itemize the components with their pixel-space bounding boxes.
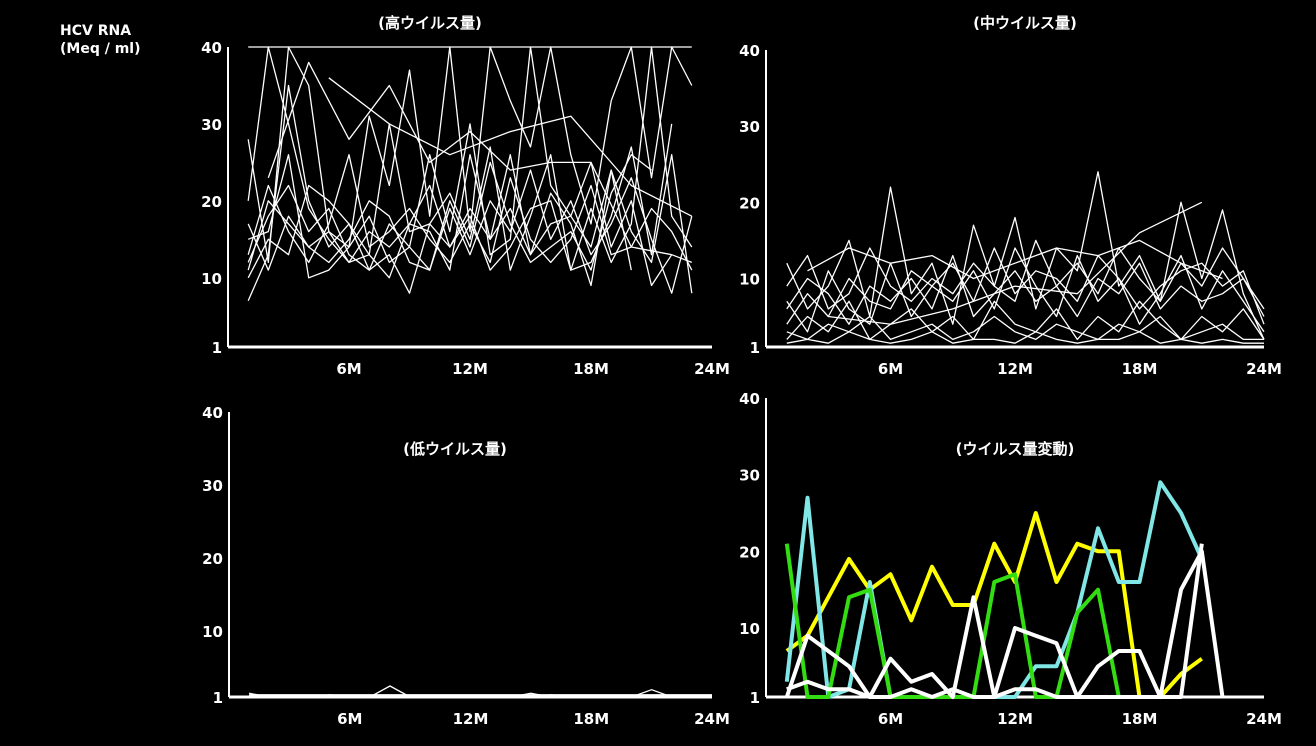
series-line-9 [807,239,1223,280]
y-tick-label: 1 [750,339,760,357]
x-tick-label: 12M [997,360,1033,378]
series-line-1 [247,46,693,264]
series-line-11 [328,77,693,217]
x-tick-label: 24M [1246,360,1282,378]
x-tick-label: 6M [878,710,903,728]
series-line-1 [786,171,1265,340]
chart-title: (低ウイルス量) [403,440,507,458]
chart-title: (高ウイルス量) [378,14,482,32]
y-axis-label: HCV RNA (Meq / ml) [60,22,141,58]
x-tick-label: 12M [997,710,1033,728]
y-tick-label: 40 [202,404,223,422]
series-line-5 [247,169,693,294]
y-tick-label: 30 [739,118,760,136]
series-line-12 [267,61,672,256]
series-line-5 [786,543,1204,699]
x-tick-label: 12M [452,360,488,378]
y-tick-label: 20 [739,194,760,212]
series-line-3 [247,46,693,271]
x-tick-label: 18M [573,710,609,728]
x-tick-label: 18M [1122,710,1158,728]
y-tick-label: 40 [201,39,222,57]
series-line-7 [786,254,1265,325]
x-tick-label: 24M [694,360,730,378]
chart-title: (ウイルス量変動) [956,440,1075,458]
x-tick-label: 18M [573,360,609,378]
y-tick-label: 20 [202,550,223,568]
series-line-8 [786,331,1264,344]
chart-title: (中ウイルス量) [973,14,1077,32]
y-tick-label: 10 [201,270,222,288]
y-tick-label: 10 [202,623,223,641]
y-tick-label: 40 [739,390,760,408]
series-line-6 [786,315,1264,341]
series-line-9 [247,154,632,271]
y-tick-label: 1 [212,339,222,357]
series-line-2 [786,247,1265,325]
y-tick-label: 20 [201,193,222,211]
y-tick-label: 30 [739,467,760,485]
y-tick-label: 10 [739,270,760,288]
series-line-10 [828,201,1203,325]
series-line-4 [247,154,693,294]
x-tick-label: 18M [1122,360,1158,378]
series-line-2 [247,46,693,287]
y-tick-label: 30 [201,116,222,134]
series-line-4 [786,300,1265,341]
y-tick-label: 1 [213,689,223,707]
y-tick-label: 30 [202,477,223,495]
y-tick-label: 40 [739,42,760,60]
series-line-5 [786,239,1265,317]
y-tick-label: 20 [739,543,760,561]
series-line-8 [247,154,652,279]
series-line-7 [247,84,673,302]
y-tick-label: 10 [739,620,760,638]
y-axis-label-line1: HCV RNA [60,23,132,39]
x-tick-label: 6M [336,360,361,378]
x-tick-label: 24M [1246,710,1282,728]
x-tick-label: 12M [453,710,489,728]
x-tick-label: 24M [694,710,730,728]
x-tick-label: 6M [337,710,362,728]
series-line-1 [785,511,1203,699]
y-tick-label: 1 [750,689,760,707]
series-line-4 [784,549,1225,699]
x-tick-label: 6M [878,360,903,378]
y-axis-label-line2: (Meq / ml) [60,41,141,57]
